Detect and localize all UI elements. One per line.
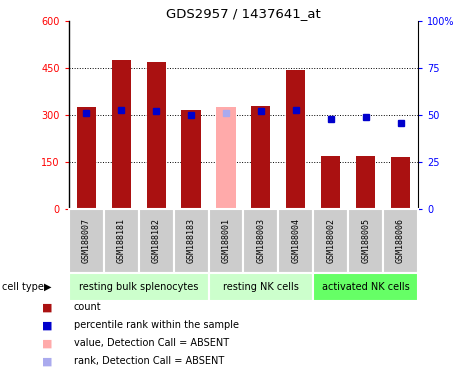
Text: GSM188001: GSM188001: [221, 218, 230, 263]
Bar: [69, 273, 209, 301]
Text: GSM188181: GSM188181: [117, 218, 126, 263]
Text: GSM188004: GSM188004: [291, 218, 300, 263]
Text: ■: ■: [42, 302, 53, 312]
Text: activated NK cells: activated NK cells: [322, 282, 409, 292]
Bar: [391, 157, 410, 209]
Bar: [174, 209, 209, 273]
Text: resting NK cells: resting NK cells: [223, 282, 299, 292]
Bar: [139, 209, 173, 273]
Text: GSM188182: GSM188182: [152, 218, 161, 263]
Text: GSM188002: GSM188002: [326, 218, 335, 263]
Bar: [147, 62, 166, 209]
Bar: [383, 209, 418, 273]
Bar: [251, 106, 270, 209]
Bar: [181, 111, 200, 209]
Text: cell type: cell type: [2, 282, 44, 292]
Bar: [314, 273, 418, 301]
Text: ▶: ▶: [44, 282, 52, 292]
Bar: [278, 209, 314, 273]
Bar: [243, 209, 278, 273]
Bar: [104, 209, 139, 273]
Bar: [209, 273, 314, 301]
Bar: [286, 70, 305, 209]
Text: GSM188006: GSM188006: [396, 218, 405, 263]
Bar: [209, 209, 243, 273]
Bar: [356, 156, 375, 209]
Text: ■: ■: [42, 320, 53, 330]
Text: ■: ■: [42, 338, 53, 348]
Text: count: count: [74, 302, 101, 312]
Bar: [217, 108, 236, 209]
Text: ■: ■: [42, 356, 53, 366]
Text: resting bulk splenocytes: resting bulk splenocytes: [79, 282, 199, 292]
Bar: [69, 209, 104, 273]
Bar: [348, 209, 383, 273]
Title: GDS2957 / 1437641_at: GDS2957 / 1437641_at: [166, 7, 321, 20]
Text: percentile rank within the sample: percentile rank within the sample: [74, 320, 238, 330]
Bar: [314, 209, 348, 273]
Bar: [77, 108, 96, 209]
Text: GSM188005: GSM188005: [361, 218, 370, 263]
Text: value, Detection Call = ABSENT: value, Detection Call = ABSENT: [74, 338, 229, 348]
Text: GSM188003: GSM188003: [256, 218, 266, 263]
Text: GSM188007: GSM188007: [82, 218, 91, 263]
Bar: [321, 156, 340, 209]
Text: GSM188183: GSM188183: [187, 218, 196, 263]
Bar: [112, 60, 131, 209]
Text: rank, Detection Call = ABSENT: rank, Detection Call = ABSENT: [74, 356, 224, 366]
